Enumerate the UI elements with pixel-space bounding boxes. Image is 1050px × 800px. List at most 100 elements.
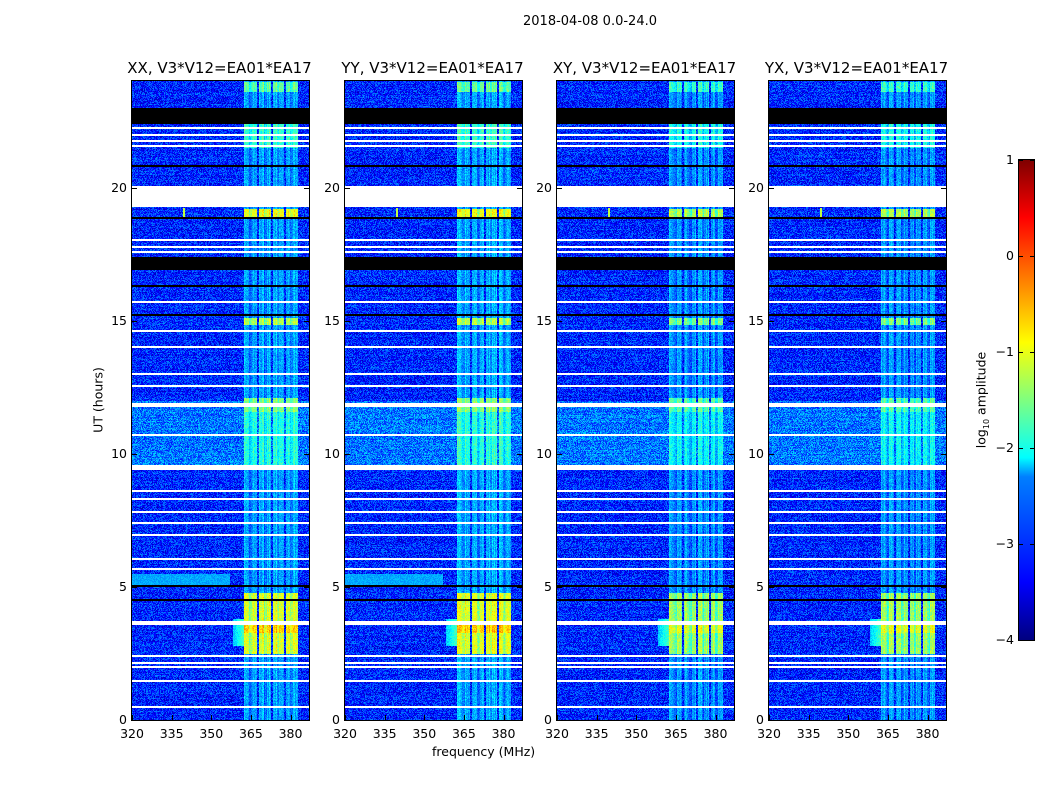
zero-data-band [345,216,522,219]
flagged-band [345,251,522,254]
flagged-band [769,489,946,492]
zero-data-band [557,599,734,602]
y-tick [769,320,774,322]
x-tick [808,715,810,720]
colorbar-tick [1030,640,1034,641]
colorbar-tick-label: −3 [995,536,1014,551]
y-tick-label: 0 [332,712,340,727]
x-tick-label: 365 [663,726,688,741]
flagged-band [769,568,946,571]
flagged-band [345,433,522,436]
flagged-band [557,464,734,471]
flagged-band [345,144,522,147]
y-tick-label: 15 [111,312,127,328]
y-tick [729,187,734,189]
flagged-band [769,510,946,513]
flagged-band [557,510,734,513]
flagged-band [132,251,309,254]
y-tick-label: 5 [756,578,764,594]
flagged-band [132,345,309,348]
y-tick [769,720,774,721]
flagged-band [769,144,946,147]
flagged-band [557,140,734,143]
y-tick [345,320,350,322]
x-tick-label: 350 [199,726,224,741]
y-tick-label: 15 [748,312,764,328]
y-tick-label: 20 [536,179,552,195]
flagged-band [345,185,522,208]
flagged-band [132,654,309,657]
flagged-band [345,621,522,625]
flagged-band [345,705,522,708]
zero-data-band [132,284,309,288]
zero-data-band [132,164,309,167]
flagged-band [557,144,734,147]
y-tick-label: 10 [536,445,552,461]
zero-data-band [345,313,522,316]
colorbar-label-rest: amplitude [973,351,989,419]
flagged-band [769,680,946,683]
zero-data-band [132,585,309,588]
flagged-band [769,384,946,387]
colorbar-tick-label: −1 [995,344,1014,359]
flagged-band [557,557,734,560]
flagged-band [132,464,309,471]
flagged-band [345,533,522,536]
heatmap-axes-xx [131,80,310,721]
flagged-band [132,662,309,665]
y-tick [557,453,562,455]
flagged-band [769,621,946,625]
flagged-band [345,246,522,249]
y-tick-label: 10 [111,445,127,461]
flagged-band [132,489,309,492]
colorbar-tick [1030,160,1034,161]
colorbar-tick [1030,352,1034,353]
flagged-band [132,510,309,513]
flagged-band [557,329,734,332]
flagged-band [345,239,522,242]
panel-title: XY, V3*V12=EA01*EA17 [552,59,737,77]
flagged-band [769,557,946,560]
y-tick [769,453,774,455]
zero-data-band [769,256,946,271]
flagged-band [132,433,309,436]
flagged-band [557,665,734,668]
x-tick [463,715,465,720]
y-tick [304,187,309,189]
flagged-band [769,133,946,136]
zero-data-band [345,599,522,602]
colorbar-tick [1030,256,1034,257]
x-tick-label: 335 [796,726,821,741]
y-tick [304,720,309,721]
y-tick [729,320,734,322]
x-tick [596,715,598,720]
flagged-band [132,705,309,708]
zero-data-band [132,107,309,124]
flagged-band [769,497,946,500]
flagged-band [557,621,734,625]
flagged-band [557,433,734,436]
flagged-band [557,705,734,708]
y-tick [729,586,734,588]
flagged-band [769,239,946,242]
x-tick-label: 350 [412,726,437,741]
y-tick-label: 20 [748,179,764,195]
x-tick [927,715,929,720]
flagged-band [769,140,946,143]
flagged-band [769,433,946,436]
zero-data-band [132,313,309,316]
zero-data-band [557,585,734,588]
x-tick-label: 320 [120,726,144,741]
flagged-band [557,185,734,208]
y-tick [769,187,774,189]
flagged-band [132,246,309,249]
y-tick-label: 5 [332,578,340,594]
x-tick [250,715,252,720]
y-tick [557,320,562,322]
zero-data-band [557,164,734,167]
flagged-band [345,464,522,471]
flagged-band [345,497,522,500]
colorbar-label: log10 amplitude [973,352,991,448]
x-tick-label: 365 [238,726,263,741]
flagged-band [557,654,734,657]
